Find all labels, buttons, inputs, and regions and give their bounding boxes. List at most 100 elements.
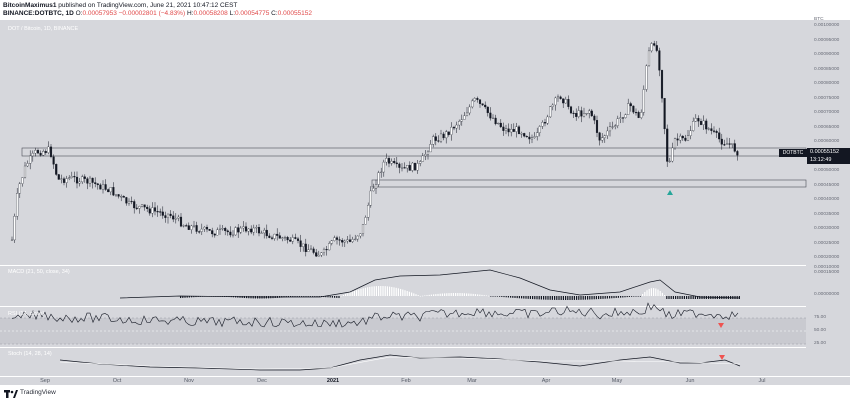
candle-body <box>536 132 539 137</box>
stoch-d-line <box>59 356 741 370</box>
candle-body <box>52 156 55 165</box>
macd-histogram-bar <box>375 286 377 296</box>
candle-body <box>367 205 370 218</box>
candle-body <box>575 113 578 117</box>
candle-body <box>507 128 510 133</box>
candle-body <box>538 126 541 133</box>
candle-body <box>676 138 679 141</box>
candle-body <box>250 228 253 233</box>
macd-histogram-bar <box>582 296 584 300</box>
candle-body <box>198 231 201 233</box>
candle-body <box>120 196 123 198</box>
candle-body <box>530 137 534 140</box>
macd-histogram-bar <box>400 288 402 296</box>
candle-body <box>185 225 188 227</box>
candle-body <box>88 177 92 184</box>
macd-histogram-bar <box>466 293 468 296</box>
candle-body <box>619 117 622 119</box>
macd-histogram-bar <box>404 290 406 296</box>
time-tick: Mar <box>467 378 477 384</box>
macd-histogram-bar <box>716 296 718 299</box>
macd-histogram-bar <box>611 296 613 299</box>
candle-body <box>390 160 393 164</box>
macd-histogram-bar <box>470 293 472 296</box>
candle-body <box>520 133 523 135</box>
macd-histogram-bar <box>389 286 391 296</box>
candle-body <box>159 211 162 213</box>
macd-histogram-bar <box>307 296 309 297</box>
macd-histogram-bar <box>202 296 204 297</box>
candle-body <box>276 233 279 236</box>
candle-body <box>398 163 401 168</box>
candle-body <box>546 116 549 124</box>
candle-body <box>99 184 102 190</box>
macd-histogram-bar <box>587 296 589 300</box>
last-price: 0.00055152 <box>810 149 840 155</box>
price-tick: 0.00075000 <box>814 95 840 101</box>
publish-info: BitcoinMaximus1 published on TradingView… <box>3 2 237 10</box>
candle-body <box>177 216 180 219</box>
price-axis[interactable] <box>806 20 850 376</box>
brand-name[interactable]: TradingView <box>20 389 56 396</box>
macd-histogram-bar <box>488 295 490 297</box>
macd-histogram-bar <box>725 296 727 299</box>
macd-histogram-bar <box>534 296 536 300</box>
tradingview-logo-icon[interactable] <box>4 389 18 399</box>
price-tick: 0.00050000 <box>814 168 840 173</box>
macd-histogram-bar <box>639 296 641 297</box>
candle-body <box>317 254 320 257</box>
candle-body <box>335 237 339 240</box>
macd-histogram-bar <box>327 296 329 298</box>
publish-date: published on TradingView.com, June 21, 2… <box>58 2 238 9</box>
candle-body <box>382 161 385 173</box>
price-tick: 0.00085000 <box>814 66 840 72</box>
price-tick: 0.00100000 <box>814 23 840 28</box>
candle-body <box>146 206 149 209</box>
candle-body <box>385 158 388 163</box>
price-tick: 0.00040000 <box>814 197 840 202</box>
candle-body <box>286 237 289 241</box>
macd-histogram-bar <box>606 296 608 299</box>
candle-body <box>720 138 723 145</box>
macd-histogram-bar <box>345 294 347 296</box>
macd-histogram-bar <box>505 296 507 298</box>
candle-body <box>42 151 45 156</box>
rsi-axis-75: 75.00 <box>814 315 827 320</box>
macd-axis-zero: 0.00000000 <box>814 292 840 297</box>
macd-histogram-bar <box>323 296 325 298</box>
macd-histogram-bar <box>631 296 633 297</box>
macd-histogram-bar <box>730 296 732 299</box>
macd-histogram-bar <box>331 296 333 298</box>
candle-body <box>263 229 266 234</box>
candle-body <box>169 213 172 216</box>
macd-histogram-bar <box>338 296 340 299</box>
macd-histogram-bar <box>450 293 452 296</box>
candle-body <box>679 135 682 141</box>
candle-body <box>104 184 107 190</box>
candle-body <box>224 228 227 231</box>
macd-histogram-bar <box>622 296 624 298</box>
candle-body <box>78 181 81 184</box>
time-axis[interactable] <box>0 377 850 385</box>
macd-histogram-bar <box>199 296 201 297</box>
price-tick: 0.00065000 <box>814 124 840 130</box>
macd-histogram-bar <box>217 296 219 297</box>
macd-histogram-bar <box>613 296 615 299</box>
macd-histogram-bar <box>186 296 188 298</box>
macd-histogram-bar <box>360 288 362 296</box>
candle-body <box>205 226 209 230</box>
candle-body <box>595 120 599 133</box>
price-pane[interactable] <box>0 20 806 265</box>
close-value: 0.00055152 <box>277 10 313 17</box>
macd-histogram-bar <box>441 293 443 296</box>
macd-histogram-bar <box>417 295 419 296</box>
price-tick: 0.00090000 <box>814 52 840 57</box>
macd-pane[interactable] <box>0 266 806 306</box>
candle-body <box>588 110 591 114</box>
candle-body <box>463 115 466 120</box>
candle-body <box>525 136 528 138</box>
close-label: C: <box>271 10 278 17</box>
candle-body <box>663 98 666 130</box>
macd-histogram-bar <box>560 296 562 300</box>
author-name[interactable]: BitcoinMaximus1 <box>3 2 57 9</box>
